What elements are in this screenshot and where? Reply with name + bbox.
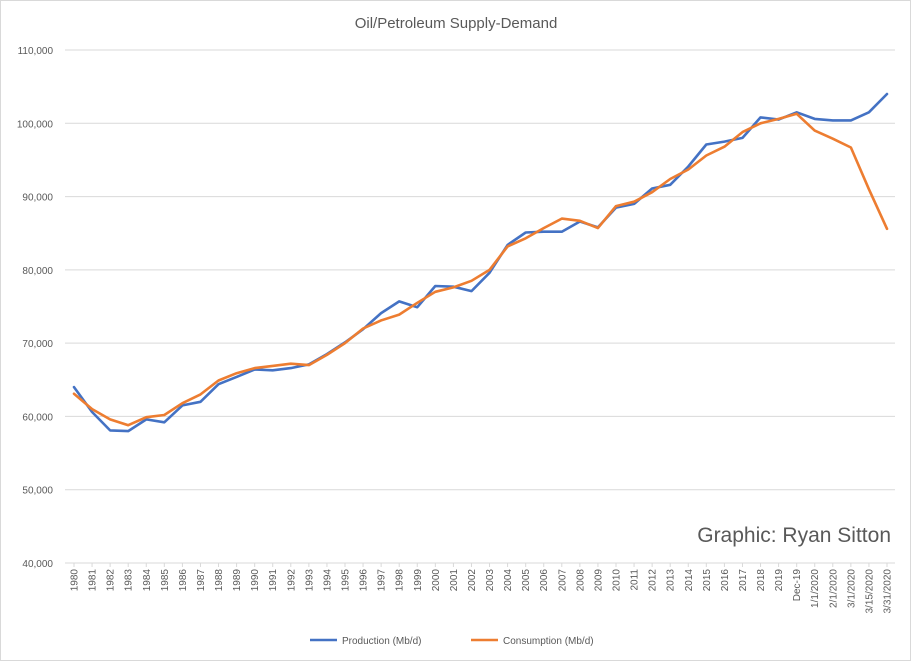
chart-title: Oil/Petroleum Supply-Demand (355, 15, 558, 32)
x-tick-label: 2002 (467, 569, 478, 592)
y-tick-label: 60,000 (22, 412, 53, 423)
x-tick-label: 3/1/2020 (846, 569, 857, 608)
x-tick-label: 2015 (702, 569, 713, 592)
x-tick-label: 1996 (359, 569, 370, 592)
x-tick-label: 1983 (124, 569, 135, 592)
x-tick-label: 1987 (196, 569, 207, 592)
y-tick-label: 80,000 (22, 266, 53, 277)
x-tick-label: 1990 (250, 569, 261, 592)
x-tick-label: 2004 (503, 569, 514, 592)
x-tick-label: 1998 (395, 569, 406, 592)
gridlines (65, 49, 895, 564)
y-axis-ticks: 40,000 50,000 60,000 70,000 80,000 90,000 100,… (17, 46, 54, 570)
x-tick-label: 2014 (684, 569, 695, 592)
x-tick-label: 1988 (214, 569, 225, 592)
x-tick-label: 1991 (268, 569, 279, 592)
x-tick-label: 1984 (142, 569, 153, 592)
x-tick-label: 1980 (70, 569, 81, 592)
x-tick-label: 2016 (720, 569, 731, 592)
x-tick-label: 2005 (521, 569, 532, 592)
x-tick-label: 3/31/2020 (883, 569, 894, 614)
x-tick-label: 2009 (593, 569, 604, 592)
series-lines (72, 92, 889, 433)
x-axis-ticks: 1980 1981 1982 1983 1984 1985 1986 1987 1988 1989… (70, 563, 894, 614)
y-tick-label: 100,000 (17, 119, 54, 130)
x-tick-label: 3/15/2020 (864, 569, 875, 614)
x-tick-label: 2001 (449, 569, 460, 592)
x-tick-label: 1997 (377, 569, 388, 592)
x-tick-label: 1993 (304, 569, 315, 592)
legend: Production (Mb/d) Consumption (Mb/d) (310, 636, 594, 647)
x-tick-label: 2012 (648, 569, 659, 592)
x-tick-label: 2/1/2020 (828, 569, 839, 608)
x-tick-label: 2006 (539, 569, 550, 592)
annotation-credit: Graphic: Ryan Sitton (697, 524, 891, 547)
x-tick-label: 1999 (413, 569, 424, 592)
x-tick-label: 1989 (232, 569, 243, 592)
x-tick-label: 2018 (756, 569, 767, 592)
y-tick-label: 40,000 (22, 559, 53, 570)
x-tick-label: 2007 (557, 569, 568, 592)
x-tick-label: 1982 (106, 569, 117, 592)
x-tick-label: 1986 (178, 569, 189, 592)
y-tick-label: 90,000 (22, 193, 53, 204)
x-tick-label: 2010 (612, 569, 623, 592)
x-tick-label: 1992 (286, 569, 297, 592)
x-tick-label: 2013 (666, 569, 677, 592)
legend-label: Production (Mb/d) (342, 636, 421, 647)
x-tick-label: 1/1/2020 (810, 569, 821, 608)
x-tick-label: 2017 (738, 569, 749, 592)
series-line-production (72, 92, 889, 433)
x-tick-label: 2003 (485, 569, 496, 592)
legend-label: Consumption (Mb/d) (503, 636, 594, 647)
x-tick-label: 1985 (160, 569, 171, 592)
x-tick-label: 1981 (88, 569, 99, 592)
y-tick-label: 50,000 (22, 486, 53, 497)
y-tick-label: 110,000 (18, 46, 54, 57)
series-line-consumption (72, 112, 889, 427)
x-tick-label: 2000 (431, 569, 442, 592)
x-tick-label: 1994 (322, 569, 333, 592)
x-tick-label: 2008 (575, 569, 586, 592)
x-tick-label: 2011 (630, 569, 641, 591)
x-tick-label: 2019 (774, 569, 785, 592)
y-tick-label: 70,000 (22, 339, 53, 350)
x-tick-label: 1995 (341, 569, 352, 592)
x-tick-label: Dec-19 (792, 569, 803, 602)
